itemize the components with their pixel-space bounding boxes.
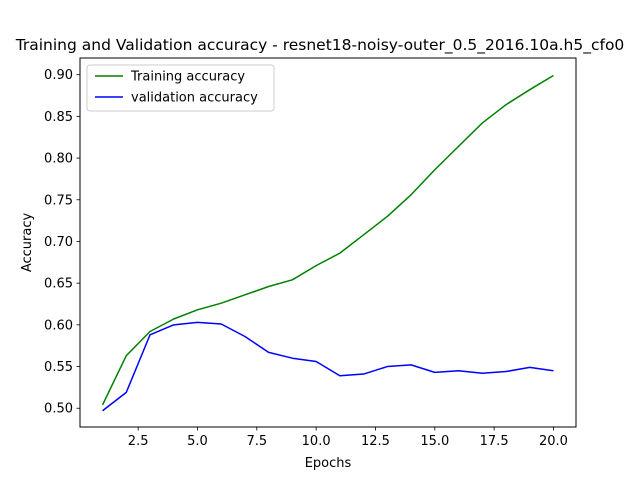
training-accuracy-line	[101, 74, 554, 406]
x-tick-label: 17.5	[480, 434, 509, 449]
y-tick-label: 0.70	[44, 235, 73, 250]
x-axis-title: Epochs	[305, 456, 352, 471]
legend-label-validation: validation accuracy	[131, 91, 258, 106]
x-tick-label: 20.0	[539, 434, 568, 449]
plot-area: 2.5 5.0 7.5 10.0 12.5 15.0 17.5 20.0 0.50 0.55 0.6…	[44, 68, 568, 449]
x-tick-label: 12.5	[361, 434, 390, 449]
y-tick-label: 0.55	[44, 360, 73, 375]
validation-accuracy-line	[102, 321, 554, 412]
y-tick-label: 0.80	[44, 152, 73, 167]
legend-box	[86, 64, 275, 112]
y-tick-label: 0.50	[44, 402, 73, 417]
y-tick-label: 0.75	[44, 193, 73, 208]
y-tick-label: 0.60	[44, 318, 73, 333]
y-tick-label: 0.85	[44, 110, 73, 125]
x-tick-label: 7.5	[246, 434, 267, 449]
legend: Training accuracy validation accuracy	[86, 64, 275, 112]
chart-title: Training and Validation accuracy - resne…	[15, 36, 625, 55]
y-tick-label: 0.90	[44, 68, 73, 83]
legend-label-training: Training accuracy	[130, 70, 245, 85]
plot-frame	[79, 57, 577, 428]
y-tick-label: 0.65	[44, 277, 73, 292]
x-tick-label: 2.5	[128, 434, 149, 449]
x-tick-label: 15.0	[420, 434, 449, 449]
y-axis-title: Accuracy	[20, 213, 35, 273]
x-tick-label: 10.0	[302, 434, 331, 449]
x-tick-label: 5.0	[187, 434, 208, 449]
